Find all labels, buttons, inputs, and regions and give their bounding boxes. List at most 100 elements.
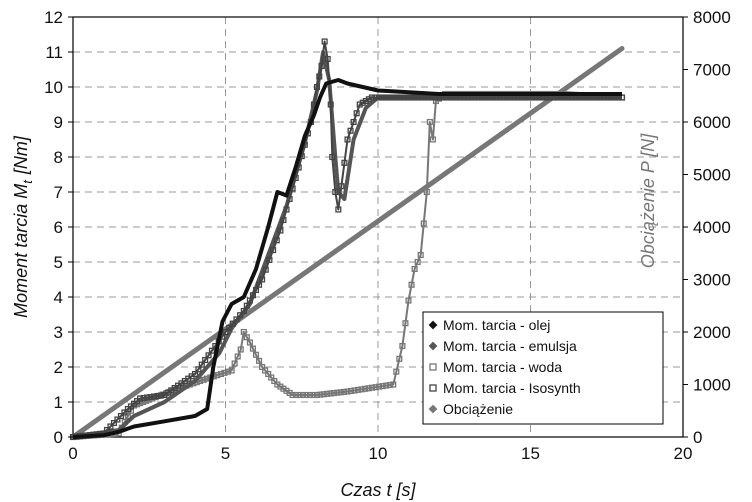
data-point [255,357,263,364]
data-point [334,389,341,396]
data-point [316,73,323,80]
data-point [157,392,165,399]
data-point [376,383,383,390]
y-tick-label: 6 [54,218,63,237]
data-point [347,387,355,395]
data-point [344,388,351,395]
data-point [293,391,300,399]
data-point [273,237,280,244]
data-point [408,281,415,288]
data-point [246,297,253,304]
data-point [353,110,360,117]
data-point [249,292,257,299]
y-axis-title-unit: [Nm] [11,135,31,175]
data-point [228,367,235,374]
data-point [117,412,124,420]
data-point [337,389,344,396]
data-point [341,159,348,166]
data-point [327,101,334,108]
data-point [240,328,247,336]
svg-text:Moment tarcia Mt[Nm]: Moment tarcia Mt [Nm] [11,135,35,318]
y2-tick-label: 6000 [693,113,731,132]
data-point [411,94,418,101]
data-point [358,386,365,393]
data-point [252,351,260,358]
data-point [150,393,158,400]
y2-tick-label: 8000 [693,8,731,27]
series-line [72,78,622,439]
legend-marker [428,341,438,351]
data-point [255,281,263,288]
y2-tick-label: 2000 [693,323,731,342]
data-point [405,297,412,304]
y-axis-title: Moment tarcia Mt [Nm] [11,135,35,318]
data-point [266,256,273,263]
data-point [417,251,424,259]
data-point [249,345,257,352]
data-point [324,390,331,397]
data-point [411,265,418,273]
data-point [347,127,354,134]
grid [73,17,683,437]
data-point [107,423,114,430]
legend-box [422,311,664,425]
legend-marker [429,363,437,371]
legend-marker [429,384,437,392]
data-point [198,361,205,368]
data-point [243,334,250,341]
data-point [393,368,400,375]
x-tick-label: 0 [68,444,77,463]
data-point [289,391,296,399]
data-point [414,258,421,266]
data-point [344,136,351,143]
data-point [386,381,393,389]
data-point [318,62,325,70]
y2-tick-label: 4000 [693,218,731,237]
data-point [265,370,272,378]
data-point [396,355,403,362]
data-point [386,94,393,101]
data-point [217,370,224,378]
x-tick-label: 10 [369,444,388,463]
data-point [214,372,221,379]
data-point [147,393,154,401]
y-tick-label: 7 [54,183,63,202]
x-tick-label: 5 [221,444,230,463]
series-4 [70,46,625,440]
data-point [327,390,334,397]
data-point [400,94,407,101]
data-point [306,391,314,399]
data-point [283,206,290,213]
x-tick-label: 15 [521,444,540,463]
data-point [286,195,293,203]
y-axis-title-subscript: t [20,179,35,184]
data-point [429,136,436,143]
data-point [397,94,404,101]
data-point [329,153,336,161]
data-point [262,266,269,273]
data-point [317,391,324,398]
data-point [208,347,215,354]
data-point [280,216,287,224]
data-point [226,324,233,331]
data-point [224,368,232,375]
legend-label: Mom. tarcia - Isosynth [443,380,581,396]
data-point [355,386,362,393]
data-point [321,38,328,45]
y-tick-label: 9 [54,113,63,132]
data-point [140,394,147,402]
x-tick-label: 20 [674,444,693,463]
data-series-group [69,38,626,441]
data-point [277,227,284,234]
data-point [375,94,383,101]
y-tick-label: 4 [54,288,63,307]
data-point [350,118,357,126]
legend: Mom. tarcia - olej Mom. tarcia - emulsja M… [422,311,664,425]
data-point [310,391,317,399]
data-point [234,353,241,360]
data-point [368,94,375,101]
data-point [390,94,397,101]
data-point [414,94,421,101]
data-point [246,339,253,346]
data-point [362,97,369,105]
